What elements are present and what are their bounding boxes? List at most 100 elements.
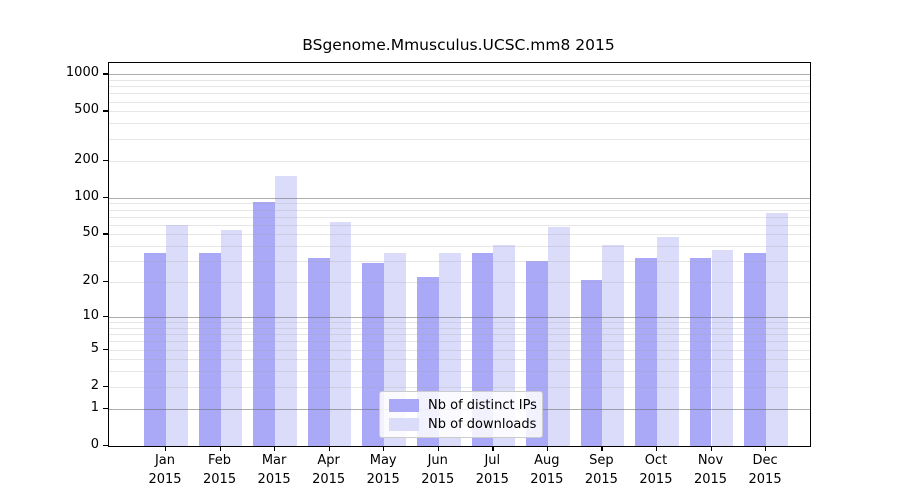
legend-swatch-distinct-ips [389, 398, 419, 412]
x-tick-label-oct: Oct 2015 [624, 451, 688, 489]
legend-item-downloads: Nb of downloads [389, 416, 537, 432]
bar-distinct-ips-jan [144, 253, 166, 446]
bar-distinct-ips-mar [253, 202, 276, 446]
x-tick-year-label: 2015 [257, 472, 291, 487]
gridline-minor-40 [109, 246, 810, 248]
x-tick-mark-may [383, 446, 385, 452]
gridline-minor-90 [109, 203, 810, 205]
gridline-minor-20 [109, 282, 810, 284]
y-tick-mark-10 [103, 315, 108, 318]
gridline-minor-900 [109, 79, 810, 81]
bar-downloads-aug [547, 226, 570, 446]
x-tick-year-label: 2015 [475, 472, 509, 487]
gridline-major-10 [109, 316, 810, 318]
bar-downloads-nov [711, 250, 734, 446]
gridline-minor-200 [109, 160, 810, 162]
x-tick-year-label: 2015 [748, 472, 782, 487]
x-tick-year-label: 2015 [693, 472, 728, 487]
x-tick-label-jun: Jun 2015 [406, 451, 470, 489]
bar-downloads-sep [602, 244, 625, 446]
y-tick-mark-200 [103, 159, 108, 161]
gridline-minor-8 [109, 327, 810, 329]
gridline-minor-600 [109, 101, 810, 103]
legend-label-downloads: Nb of downloads [428, 416, 537, 432]
y-tick-mark-1000 [103, 73, 108, 75]
legend-swatch-downloads [389, 417, 419, 431]
x-tick-year-label: 2015 [148, 472, 182, 487]
gridline-minor-80 [109, 209, 810, 211]
x-tick-mark-jan [165, 446, 167, 452]
bar-downloads-feb [220, 230, 243, 446]
x-tick-mark-aug [546, 446, 549, 452]
gridline-minor-700 [109, 93, 810, 95]
gridline-minor-6 [109, 341, 810, 343]
y-tick-label-100: 100 [74, 188, 99, 204]
y-tick-label-5: 5 [90, 340, 99, 356]
gridline-minor-60 [109, 224, 810, 226]
x-tick-mark-dec [765, 446, 767, 452]
legend: Nb of distinct IPs Nb of downloads [379, 391, 543, 438]
chart-title: BSgenome.Mmusculus.UCSC.mm8 2015 [302, 36, 615, 54]
y-tick-label-20: 20 [82, 273, 99, 289]
y-tick-label-2: 2 [90, 377, 99, 393]
y-tick-mark-1 [103, 407, 108, 409]
x-tick-label-sep: Sep 2015 [569, 451, 633, 489]
x-tick-label-may: May 2015 [351, 451, 415, 489]
bar-distinct-ips-apr [307, 257, 330, 446]
gridline-minor-30 [109, 261, 810, 263]
y-tick-mark-0 [103, 445, 108, 447]
y-tick-label-1: 1 [90, 399, 99, 415]
gridline-minor-50 [109, 234, 810, 236]
legend-item-distinct-ips: Nb of distinct IPs [389, 398, 537, 413]
x-tick-year-label: 2015 [421, 472, 455, 487]
x-tick-mark-jul [492, 446, 494, 452]
x-tick-year-label: 2015 [312, 472, 346, 487]
y-tick-mark-2 [103, 385, 108, 388]
bar-downloads-oct [656, 236, 679, 446]
y-tick-mark-50 [103, 233, 108, 235]
x-tick-label-mar: Mar 2015 [242, 451, 306, 489]
x-tick-label-jul: Jul 2015 [460, 451, 524, 489]
y-tick-mark-5 [103, 348, 108, 350]
bar-distinct-ips-sep [580, 279, 603, 446]
gridline-major-100 [109, 197, 810, 199]
x-tick-year-label: 2015 [639, 472, 673, 487]
gridline-minor-500 [109, 111, 810, 113]
legend-label-distinct-ips: Nb of distinct IPs [428, 397, 537, 413]
y-tick-mark-500 [103, 110, 108, 112]
bar-distinct-ips-may [362, 263, 385, 446]
x-tick-year-label: 2015 [366, 472, 400, 487]
x-tick-label-feb: Feb 2015 [188, 451, 252, 489]
x-tick-mark-nov [710, 446, 712, 452]
x-tick-mark-oct [655, 446, 658, 452]
y-tick-label-0: 0 [90, 437, 99, 452]
bar-distinct-ips-dec [744, 253, 767, 446]
x-tick-mark-apr [328, 446, 330, 452]
bar-downloads-apr [329, 222, 352, 446]
bar-downloads-dec [766, 212, 788, 446]
bar-downloads-mar [275, 176, 297, 446]
plot-area [108, 62, 811, 447]
y-tick-label-50: 50 [82, 225, 99, 241]
gridline-minor-9 [109, 322, 810, 324]
x-tick-label-nov: Nov 2015 [679, 451, 743, 489]
x-tick-mark-sep [601, 446, 603, 452]
gridline-minor-5 [109, 349, 810, 351]
bar-distinct-ips-feb [198, 253, 221, 446]
x-tick-label-dec: Dec 2015 [733, 451, 797, 489]
x-tick-label-jan: Jan 2015 [133, 451, 197, 489]
x-tick-year-label: 2015 [584, 472, 618, 487]
gridline-minor-400 [109, 123, 810, 125]
gridline-minor-3 [109, 371, 810, 373]
y-tick-label-500: 500 [74, 102, 99, 118]
gridline-major-1000 [109, 74, 810, 76]
x-tick-mark-feb [219, 446, 221, 452]
gridline-minor-70 [109, 216, 810, 218]
y-tick-label-10: 10 [82, 307, 99, 323]
y-tick-mark-100 [103, 196, 108, 198]
x-tick-label-aug: Aug 2015 [515, 451, 579, 489]
bar-downloads-jan [166, 224, 188, 446]
y-tick-mark-20 [103, 281, 108, 283]
gridline-minor-7 [109, 334, 810, 336]
